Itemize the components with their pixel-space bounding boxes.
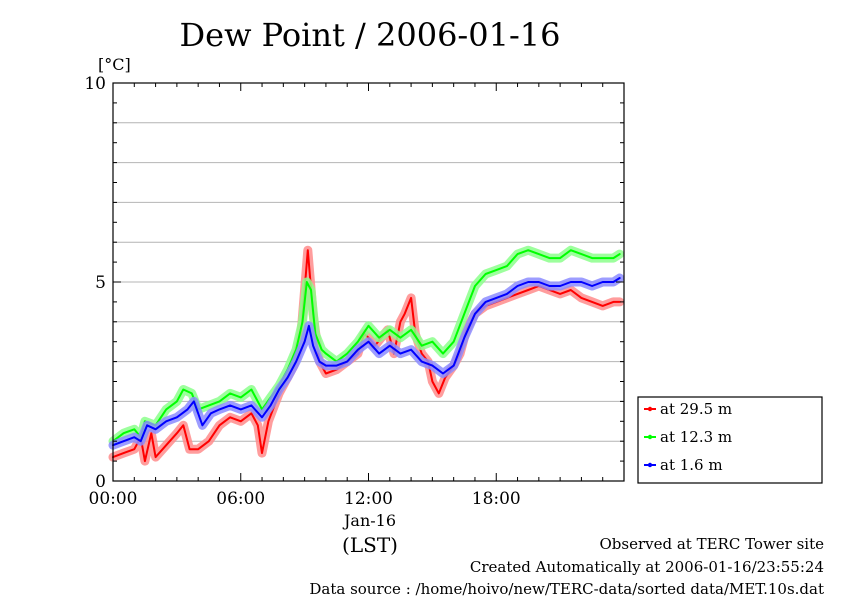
- series-layer: [108, 245, 625, 466]
- y-tick-label: 5: [95, 273, 106, 293]
- legend-label: at 12.3 m: [660, 428, 732, 446]
- x-axis-label: (LST): [342, 533, 398, 557]
- legend-marker: [647, 434, 653, 440]
- legend-marker: [647, 462, 653, 468]
- legend-box: [637, 396, 823, 484]
- x-tick-label: 12:00: [344, 489, 393, 509]
- x-axis-date-label: Jan-16: [342, 511, 396, 530]
- y-tick-label: 0: [95, 472, 106, 492]
- x-tick-label: 06:00: [216, 489, 265, 509]
- legend: at 29.5 m at 12.3 m at 1.6 m: [637, 396, 823, 484]
- x-tick-label: 00:00: [89, 489, 138, 509]
- y-axis-unit: [°C]: [98, 55, 131, 74]
- legend-label: at 1.6 m: [660, 456, 723, 474]
- series-line-3: [112, 277, 621, 447]
- footer-data-source: Data source : /home/hoivo/new/TERC-data/…: [309, 580, 824, 598]
- chart-title: Dew Point / 2006-01-16: [180, 16, 561, 54]
- y-tick-label: 10: [84, 74, 106, 94]
- footer-created: Created Automatically at 2006-01-16/23:5…: [469, 558, 824, 576]
- footer-observed-at: Observed at TERC Tower site: [599, 535, 824, 553]
- axis-layer: 0 5 10 00:00 06:00 12:00 18:00: [84, 74, 624, 509]
- x-tick-label: 18:00: [472, 489, 521, 509]
- legend-label: at 29.5 m: [660, 400, 732, 418]
- legend-marker: [647, 406, 653, 412]
